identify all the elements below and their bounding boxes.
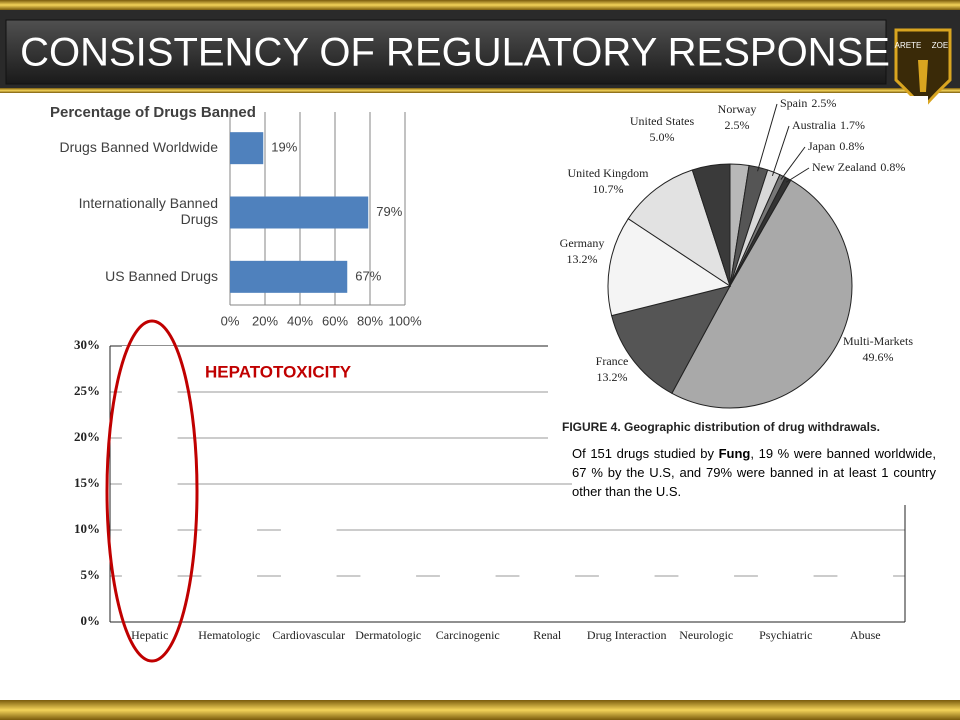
y-tick-label: 30% [74, 337, 100, 352]
category-name: United States [630, 114, 695, 128]
x-tick-label: Drug Interaction [586, 628, 667, 642]
title-panel [5, 19, 887, 85]
highlight-ellipse [105, 319, 199, 663]
category-label: US Banned Drugs [105, 267, 218, 284]
x-tick-label: 80% [357, 313, 383, 328]
category-name: Japan [808, 139, 835, 153]
value-label: 13.2% [597, 370, 628, 384]
bar [439, 557, 496, 622]
x-tick-label: Cardiovascular [272, 628, 346, 642]
x-tick-label: Hepatic [131, 628, 169, 642]
y-tick-label: 10% [74, 521, 100, 536]
category-name: Germany [560, 236, 605, 250]
category-name: Spain [780, 96, 807, 110]
bar [598, 566, 655, 622]
value-label: 49.6% [863, 350, 894, 364]
logo-torch [918, 60, 928, 92]
value-label: 5.0% [650, 130, 675, 144]
pie-label: Japan 0.8% [808, 139, 864, 153]
bar [121, 346, 178, 622]
y-tick-label: 20% [74, 429, 100, 444]
annotation: HEPATOTOXICITY [205, 362, 352, 381]
value-label: 0.8% [839, 139, 864, 153]
figure-caption: FIGURE 4. Geographic distribution of dru… [562, 420, 880, 434]
bar [360, 557, 417, 622]
bar [230, 196, 369, 229]
x-tick-label: Psychiatric [759, 628, 813, 642]
bar [837, 566, 894, 622]
top-stripe [0, 0, 960, 10]
y-tick-label: 5% [81, 567, 101, 582]
x-tick-label: Renal [533, 628, 562, 642]
x-tick-label: Dermatologic [355, 628, 422, 642]
note-text: , 19 % were banned worldwide, 67 % by th… [572, 446, 936, 499]
pie-slice [691, 163, 731, 287]
leader-line [757, 103, 778, 172]
x-tick-label: 20% [252, 313, 278, 328]
bottom-stripe [0, 700, 960, 720]
value-label: 1.7% [840, 118, 865, 132]
x-tick-label: 0% [221, 313, 240, 328]
category-name: Multi-Markets [843, 334, 913, 348]
bar [757, 566, 814, 622]
bar [280, 511, 337, 622]
category-name: Australia [792, 118, 837, 132]
leader-line [785, 167, 810, 183]
pie-slice [611, 285, 731, 394]
pie-label: Spain 2.5% [780, 96, 836, 110]
x-tick-label: 40% [287, 313, 313, 328]
value-label: 13.2% [567, 252, 598, 266]
value-label: 19% [271, 140, 297, 155]
category-label: Internationally Banned Drugs [78, 194, 218, 227]
x-tick-label: Neurologic [679, 628, 734, 642]
bar [519, 566, 576, 622]
category-name: United Kingdom [568, 166, 650, 180]
x-tick-label: Hematologic [198, 628, 261, 642]
bar [230, 260, 348, 293]
x-tick-label: Carcinogenic [435, 628, 500, 642]
slide-title: CONSISTENCY OF REGULATORY RESPONSE [20, 31, 890, 75]
pie-slice [607, 218, 732, 317]
value-label: 0.8% [880, 160, 905, 174]
note-text: Of 151 drugs studied by [572, 446, 719, 461]
title-stripe [0, 88, 960, 93]
category-name: France [596, 354, 629, 368]
x-tick-label: 100% [388, 313, 422, 328]
category-label: Drugs Banned Worldwide [59, 139, 219, 156]
x-tick-label: Abuse [849, 628, 881, 642]
value-label: 10.7% [593, 182, 624, 196]
logo-text: ZOE [932, 41, 948, 50]
leader-line [780, 146, 806, 180]
x-tick-label: 60% [322, 313, 348, 328]
chart-title: Percentage of Drugs Banned [50, 104, 256, 121]
pie-slice [627, 169, 731, 288]
y-tick-label: 0% [81, 613, 101, 628]
bar [678, 566, 735, 622]
bar [230, 132, 264, 165]
pie-label: Australia 1.7% [792, 118, 865, 132]
value-label: 2.5% [725, 118, 750, 132]
y-tick-label: 25% [74, 383, 100, 398]
value-label: 2.5% [811, 96, 836, 110]
category-name: New Zealand [812, 160, 876, 174]
y-tick-label: 15% [74, 475, 100, 490]
category-name: Norway [718, 102, 757, 116]
bar [201, 511, 258, 622]
note-bold: Fung [718, 446, 751, 461]
pie-slice [671, 179, 853, 409]
leader-line [771, 125, 790, 177]
note: Of 151 drugs studied by Fung, 19 % were … [572, 444, 936, 501]
pie-label: New Zealand 0.8% [812, 160, 905, 174]
logo-text: ARETE [895, 41, 922, 50]
value-label: 79% [376, 204, 402, 219]
value-label: 67% [355, 268, 381, 283]
